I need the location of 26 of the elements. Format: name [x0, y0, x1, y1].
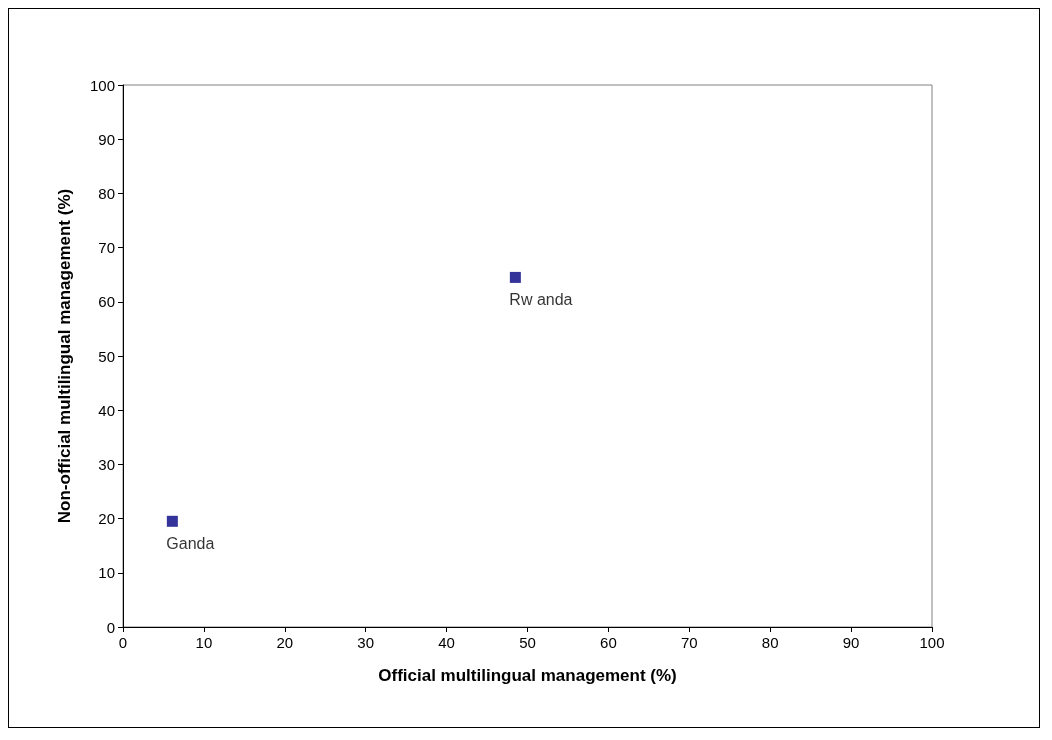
y-tick-label: 30 [98, 455, 115, 473]
x-tick-label: 30 [357, 634, 375, 651]
x-tick-label: 10 [195, 634, 213, 651]
x-tick-label: 60 [600, 634, 617, 651]
x-tick-label: 70 [680, 634, 698, 651]
y-tick-label: 10 [98, 564, 115, 582]
y-tick-label: 20 [98, 510, 115, 528]
x-tick-label: 50 [519, 634, 536, 651]
annotation: Ganda [166, 534, 215, 552]
annotation: Rw anda [509, 290, 573, 308]
y-tick-label: 90 [98, 130, 115, 148]
y-tick-label: 40 [98, 401, 115, 419]
x-axis-title: Official multilingual management (%) [378, 666, 677, 685]
x-tick-label: 100 [919, 634, 945, 651]
x-tick-label: 80 [761, 634, 779, 651]
y-tick-label: 80 [98, 184, 115, 202]
x-tick-label: 90 [842, 634, 860, 651]
y-tick-label: 60 [98, 293, 115, 311]
y-tick-label: 100 [89, 76, 115, 94]
y-tick-label: 0 [106, 618, 115, 636]
y-axis-title: Non-official multilingual management (%) [55, 188, 74, 524]
y-tick-label: 70 [98, 239, 115, 257]
x-tick-label: 0 [118, 634, 128, 651]
x-tick-label: 20 [276, 634, 294, 651]
x-tick-label: 40 [438, 634, 455, 651]
y-tick-label: 50 [98, 347, 115, 365]
